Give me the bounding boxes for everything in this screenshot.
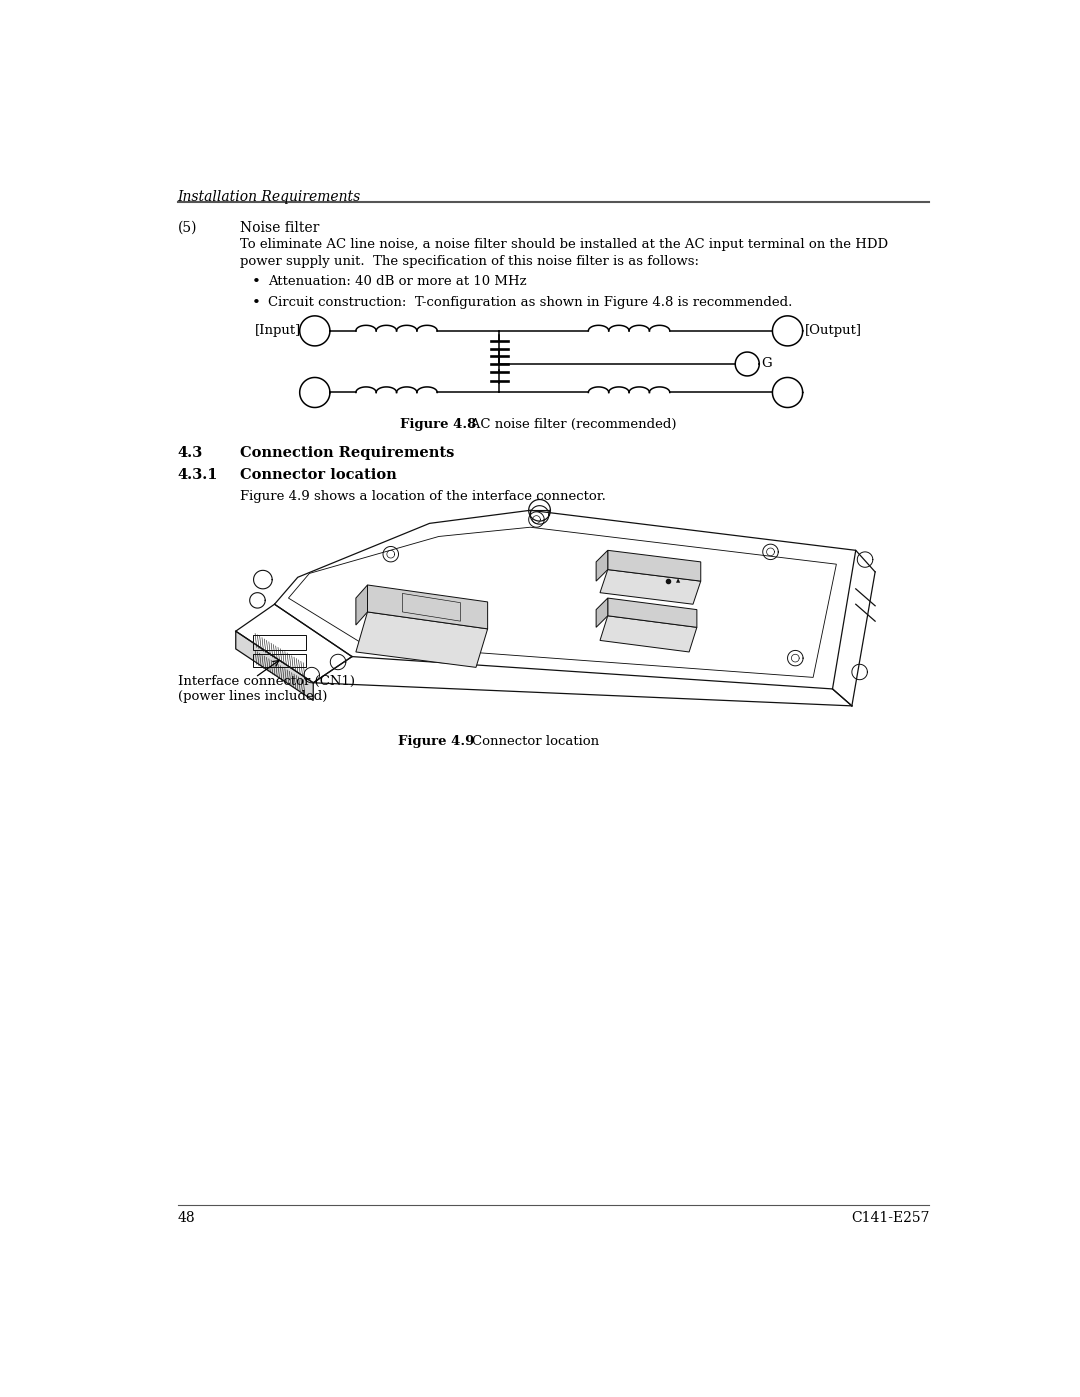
- Text: 4.3: 4.3: [177, 447, 203, 461]
- Polygon shape: [596, 550, 608, 581]
- Text: C141-E257: C141-E257: [851, 1211, 930, 1225]
- Text: [Input]: [Input]: [255, 324, 301, 338]
- Text: Connector location: Connector location: [240, 468, 396, 482]
- Text: •: •: [252, 275, 260, 289]
- Text: Attenuation: 40 dB or more at 10 MHz: Attenuation: 40 dB or more at 10 MHz: [268, 275, 527, 288]
- Text: Noise filter: Noise filter: [240, 221, 319, 235]
- Text: (5): (5): [177, 221, 198, 235]
- Text: Connector location: Connector location: [455, 735, 599, 749]
- Text: Connection Requirements: Connection Requirements: [240, 447, 454, 461]
- Text: [Output]: [Output]: [805, 324, 862, 338]
- Text: Figure 4.9: Figure 4.9: [399, 735, 475, 749]
- Polygon shape: [600, 616, 697, 652]
- Polygon shape: [600, 570, 701, 605]
- Text: power supply unit.  The specification of this noise filter is as follows:: power supply unit. The specification of …: [240, 256, 699, 268]
- Polygon shape: [356, 612, 488, 668]
- Polygon shape: [608, 598, 697, 627]
- Text: Circuit construction:  T-configuration as shown in Figure 4.8 is recommended.: Circuit construction: T-configuration as…: [268, 296, 793, 309]
- Polygon shape: [367, 585, 488, 629]
- Text: AC noise filter (recommended): AC noise filter (recommended): [458, 418, 677, 430]
- Text: To eliminate AC line noise, a noise filter should be installed at the AC input t: To eliminate AC line noise, a noise filt…: [240, 239, 888, 251]
- Text: Installation Requirements: Installation Requirements: [177, 190, 361, 204]
- Polygon shape: [608, 550, 701, 581]
- Text: Interface connector (CN1): Interface connector (CN1): [177, 675, 354, 689]
- Text: 4.3.1: 4.3.1: [177, 468, 218, 482]
- Polygon shape: [356, 585, 367, 624]
- Text: •: •: [252, 296, 260, 310]
- Text: ▲: ▲: [676, 578, 680, 584]
- Polygon shape: [235, 631, 313, 700]
- Polygon shape: [596, 598, 608, 627]
- Text: G: G: [760, 358, 771, 370]
- Text: (power lines included): (power lines included): [177, 690, 327, 704]
- Text: Figure 4.9 shows a location of the interface connector.: Figure 4.9 shows a location of the inter…: [240, 490, 606, 503]
- Text: Figure 4.8: Figure 4.8: [400, 418, 476, 430]
- Text: 48: 48: [177, 1211, 195, 1225]
